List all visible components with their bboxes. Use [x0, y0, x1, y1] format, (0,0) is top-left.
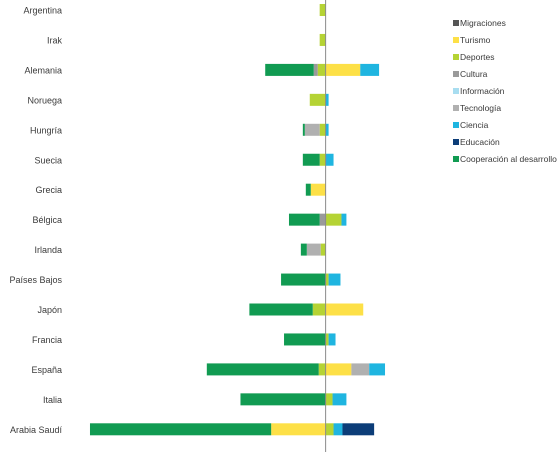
- category-label-irak: Irak: [47, 35, 63, 45]
- legend-label-cooperacion-al-desarrollo: Cooperación al desarrollo: [460, 154, 557, 164]
- bar-espana-ciencia: [369, 363, 386, 376]
- bar-paises-bajos-ciencia: [328, 273, 341, 286]
- legend-label-tecnologia: Tecnología: [460, 103, 501, 113]
- bar-paises-bajos-cooperacion-al-desarrollo: [281, 273, 326, 286]
- bar-argentina-deportes: [319, 4, 326, 16]
- bar-alemania-ciencia: [360, 63, 380, 76]
- bar-belgica-cultura: [319, 213, 326, 226]
- bar-paises-bajos-deportes: [325, 273, 329, 286]
- legend-swatch-ciencia: [453, 122, 459, 128]
- bar-grecia-turismo: [310, 183, 326, 196]
- category-label-suecia: Suecia: [34, 155, 62, 165]
- category-label-argentina: Argentina: [23, 6, 62, 16]
- bar-italia-ciencia: [332, 393, 347, 406]
- bar-irlanda-deportes: [320, 243, 326, 256]
- bar-grecia-cooperacion-al-desarrollo: [305, 183, 311, 196]
- bar-arabia-saudi-deportes: [325, 423, 334, 436]
- bar-noruega-deportes: [309, 93, 326, 106]
- legend-swatch-educacion: [453, 139, 459, 145]
- category-label-irlanda: Irlanda: [34, 245, 62, 255]
- category-label-arabia-saudi: Arabia Saudí: [10, 425, 63, 435]
- bar-arabia-saudi-ciencia: [333, 423, 343, 436]
- bar-irlanda-tecnologia: [306, 243, 321, 256]
- bar-japon-cooperacion-al-desarrollo: [249, 303, 313, 316]
- bar-italia-deportes: [325, 393, 333, 406]
- legend-swatch-turismo: [453, 37, 459, 43]
- bar-noruega-ciencia: [325, 93, 329, 106]
- legend-swatch-cooperacion-al-desarrollo: [453, 156, 459, 162]
- legend-label-ciencia: Ciencia: [460, 120, 489, 130]
- bar-irlanda-cooperacion-al-desarrollo: [300, 243, 307, 256]
- category-label-italia: Italia: [43, 395, 62, 405]
- legend-swatch-tecnologia: [453, 105, 459, 111]
- category-labels: Argentina Irak Alemania Noruega Hungría Sueci…: [9, 6, 62, 435]
- legend-label-turismo: Turismo: [460, 35, 491, 45]
- legend-label-informacion: Información: [460, 86, 505, 96]
- bar-alemania-cooperacion-al-desarrollo: [265, 63, 314, 76]
- bar-belgica-ciencia: [341, 213, 347, 226]
- category-label-espana: España: [31, 365, 62, 375]
- bar-suecia-deportes: [319, 153, 326, 166]
- legend-swatch-informacion: [453, 88, 459, 94]
- bar-alemania-deportes: [317, 63, 326, 76]
- legend-swatch-cultura: [453, 71, 459, 77]
- legend-label-deportes: Deportes: [460, 52, 495, 62]
- bar-espana-turismo: [325, 363, 352, 376]
- bar-francia-deportes: [325, 333, 329, 346]
- bar-espana-tecnologia: [351, 363, 370, 376]
- bar-suecia-ciencia: [325, 153, 334, 166]
- legend-swatch-deportes: [453, 54, 459, 60]
- bar-francia-cooperacion-al-desarrollo: [284, 333, 326, 346]
- bar-suecia-cooperacion-al-desarrollo: [302, 153, 320, 166]
- category-label-francia: Francia: [32, 335, 62, 345]
- bar-belgica-deportes: [325, 213, 342, 226]
- bars: [89, 4, 386, 436]
- bar-hungria-cooperacion-al-desarrollo: [302, 123, 305, 136]
- bar-espana-cooperacion-al-desarrollo: [206, 363, 319, 376]
- bar-hungria-tecnologia: [304, 123, 320, 136]
- bar-belgica-cooperacion-al-desarrollo: [288, 213, 320, 226]
- legend-label-migraciones: Migraciones: [460, 18, 506, 28]
- category-label-grecia: Grecia: [35, 185, 62, 195]
- category-label-paises-bajos: Países Bajos: [9, 275, 62, 285]
- category-label-noruega: Noruega: [27, 95, 62, 105]
- bar-alemania-turismo: [325, 63, 361, 76]
- legend: Migraciones Turismo Deportes Cultura Informa…: [453, 18, 557, 164]
- bar-japon-deportes: [312, 303, 326, 316]
- legend-label-educacion: Educación: [460, 137, 500, 147]
- category-label-alemania: Alemania: [24, 65, 62, 75]
- bar-arabia-saudi-turismo: [271, 423, 326, 436]
- category-label-japon: Japón: [37, 305, 62, 315]
- bar-espana-deportes: [318, 363, 326, 376]
- bar-hungria-ciencia: [325, 123, 329, 136]
- category-label-hungria: Hungría: [30, 125, 62, 135]
- category-label-belgica: Bélgica: [32, 215, 62, 225]
- bar-arabia-saudi-educacion: [342, 423, 375, 436]
- bar-italia-cooperacion-al-desarrollo: [240, 393, 326, 406]
- bar-irak-deportes: [319, 33, 326, 46]
- legend-swatch-migraciones: [453, 20, 459, 26]
- bar-alemania-cultura: [313, 63, 318, 76]
- legend-label-cultura: Cultura: [460, 69, 488, 79]
- bar-hungria-deportes: [319, 123, 326, 136]
- bar-arabia-saudi-cooperacion-al-desarrollo: [89, 423, 272, 436]
- bar-francia-ciencia: [328, 333, 336, 346]
- bar-japon-turismo: [325, 303, 364, 316]
